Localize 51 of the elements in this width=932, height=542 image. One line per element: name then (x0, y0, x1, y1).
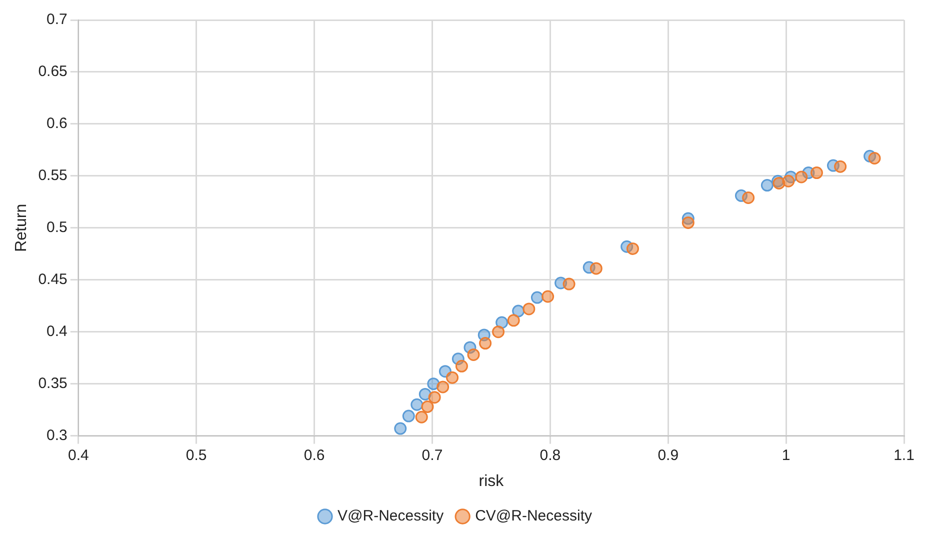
point (542, 290, 554, 303)
y-tick-label: 0.35 (38, 374, 68, 392)
point (868, 152, 881, 165)
legend-label: V@R-Necessity (338, 508, 444, 525)
point (446, 371, 459, 384)
point (760, 179, 774, 192)
y-tick-label: 0.45 (38, 271, 68, 288)
y-tick-label: 0.4 (46, 322, 68, 340)
point (522, 302, 536, 316)
point (810, 166, 823, 180)
point (742, 192, 755, 204)
x-tick-label: 0.7 (422, 446, 443, 464)
point (394, 422, 407, 435)
point (590, 262, 602, 275)
y-tick-label: 0.3 (46, 426, 68, 444)
point (421, 400, 434, 413)
point (795, 170, 808, 184)
point (782, 174, 795, 188)
point (410, 398, 424, 411)
x-tick-label: 0.8 (540, 446, 561, 464)
point (492, 326, 505, 338)
point (455, 360, 468, 372)
x-tick-label: 0.5 (186, 446, 207, 464)
point (496, 316, 508, 329)
x-axis-title: risk (478, 472, 505, 490)
point (436, 380, 450, 394)
x-tick-label: 0.9 (658, 446, 679, 464)
point (562, 278, 576, 290)
x-tick-label: 0.4 (68, 446, 89, 464)
point (507, 314, 520, 327)
point (834, 160, 847, 173)
point (428, 391, 441, 404)
x-tick-label: 1.1 (894, 446, 914, 464)
y-tick-label: 0.6 (46, 115, 68, 132)
point (402, 410, 415, 422)
x-tick-label: 0.6 (304, 446, 325, 464)
point (682, 216, 694, 229)
point (418, 388, 432, 400)
y-tick-label: 0.5 (46, 219, 68, 236)
x-tick-label: 1 (782, 446, 790, 464)
y-tick-label: 0.55 (38, 167, 68, 184)
point (415, 410, 428, 424)
y-tick-label: 0.7 (46, 11, 68, 28)
point (427, 378, 440, 390)
legend-label: CV@R-Necessity (475, 508, 592, 525)
point (479, 337, 492, 350)
point (626, 242, 639, 255)
y-axis-title: Return (13, 204, 30, 252)
y-tick-label: 0.65 (38, 63, 68, 80)
point (467, 348, 480, 361)
point (530, 291, 544, 304)
